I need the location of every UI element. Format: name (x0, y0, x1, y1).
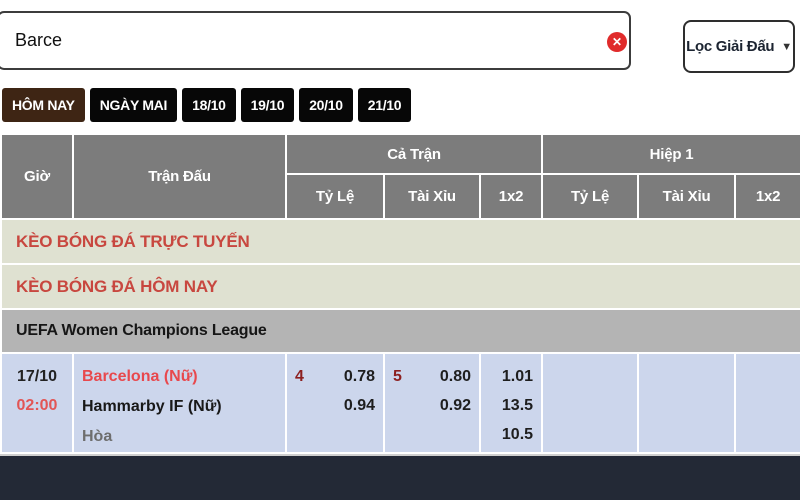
match-time-cell: 17/10 02:00 (0, 352, 74, 454)
fh-over-under-cell[interactable] (637, 352, 737, 454)
ft-handicap-line: 4 (295, 368, 304, 385)
col-first-half-header: Hiệp 1 (541, 133, 800, 175)
ft-over-under-line: 5 (393, 368, 402, 385)
league-header: UEFA Women Champions League (0, 308, 800, 354)
match-row: 17/10 02:00 Barcelona (Nữ) Hammarby IF (… (0, 352, 800, 454)
fh-1x2-cell[interactable] (734, 352, 800, 454)
tab-21-10[interactable]: 21/10 (357, 88, 412, 122)
ft-handicap-home-odds[interactable]: 0.78 (343, 368, 375, 385)
ft-1x2-cell[interactable]: 1.01 13.5 10.5 (478, 352, 544, 454)
search-area: ✕ Lọc Giải Đấu ▼ (0, 0, 800, 88)
ft-under-odds[interactable]: 0.92 (439, 397, 471, 414)
tab-20-10[interactable]: 20/10 (299, 88, 353, 122)
col-ft-over-under-header: Tài Xỉu (383, 173, 481, 220)
tab-19-10[interactable]: 19/10 (240, 88, 295, 122)
ft-1x2-draw[interactable]: 10.5 (501, 426, 534, 443)
clear-search-button[interactable]: ✕ (607, 32, 627, 52)
ft-over-under-cell[interactable]: 5 0.80 0.92 (383, 352, 481, 454)
col-time-header: Giờ (0, 133, 74, 220)
search-input[interactable] (0, 11, 631, 70)
league-filter-button[interactable]: Lọc Giải Đấu ▼ (683, 20, 795, 73)
match-teams-cell: Barcelona (Nữ) Hammarby IF (Nữ) Hòa (72, 352, 287, 454)
away-team-name[interactable]: Hammarby IF (Nữ) (82, 398, 222, 415)
tab-18-10[interactable]: 18/10 (182, 88, 236, 122)
odds-table: Giờ Trận Đấu Cả Trận Hiệp 1 Tỷ Lệ Tài Xỉ… (0, 133, 800, 454)
col-full-time-header: Cả Trận (284, 133, 544, 175)
home-team-name[interactable]: Barcelona (Nữ) (82, 368, 198, 385)
clear-icon: ✕ (611, 35, 623, 49)
match-date: 17/10 (16, 368, 58, 385)
ft-handicap-cell[interactable]: 4 0.78 0.94 (285, 352, 385, 454)
footer-bar (0, 454, 800, 500)
col-fh-1x2-header: 1x2 (734, 173, 800, 220)
ft-over-odds[interactable]: 0.80 (439, 368, 471, 385)
ft-handicap-away-odds[interactable]: 0.94 (343, 397, 375, 414)
tab-ngay-mai[interactable]: NGÀY MAI (89, 88, 178, 122)
col-ft-handicap-header: Tỷ Lệ (285, 173, 385, 220)
match-time: 02:00 (16, 397, 58, 414)
ft-1x2-away[interactable]: 13.5 (501, 397, 534, 414)
fh-handicap-cell[interactable] (541, 352, 640, 454)
col-ft-1x2-header: 1x2 (478, 173, 544, 220)
col-fh-over-under-header: Tài Xỉu (637, 173, 737, 220)
ft-1x2-home[interactable]: 1.01 (501, 368, 534, 385)
date-tabs: HÔM NAY NGÀY MAI 18/10 19/10 20/10 21/10 (0, 88, 800, 122)
section-link-today-odds[interactable]: KÈO BÓNG ĐÁ HÔM NAY (0, 263, 800, 310)
section-link-live-odds[interactable]: KÈO BÓNG ĐÁ TRỰC TUYẾN (0, 218, 800, 265)
tab-hom-nay[interactable]: HÔM NAY (2, 88, 85, 122)
league-filter-label: Lọc Giải Đấu (686, 38, 775, 55)
col-fh-handicap-header: Tỷ Lệ (541, 173, 640, 220)
col-match-header: Trận Đấu (72, 133, 287, 220)
caret-down-icon: ▼ (781, 40, 792, 53)
draw-label: Hòa (82, 428, 113, 445)
